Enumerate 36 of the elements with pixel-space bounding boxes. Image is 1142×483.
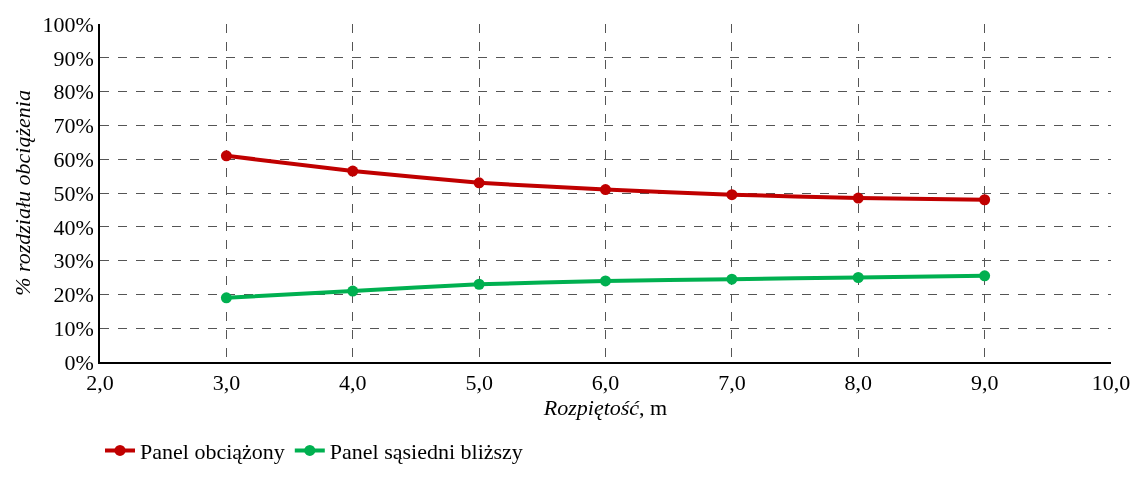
x-tick-label: 10,0	[1091, 370, 1131, 396]
y-tick-label: 90%	[53, 45, 94, 71]
x-tick-label: 7,0	[718, 370, 746, 396]
y-tick-label: 80%	[53, 79, 94, 105]
y-tick-label: 10%	[53, 315, 94, 341]
x-tick-label: 6,0	[591, 370, 620, 396]
x-tick-label: 3,0	[212, 370, 241, 396]
y-tick-label: 60%	[53, 146, 94, 172]
point	[852, 192, 864, 204]
y-tick-label: 100%	[42, 11, 94, 37]
y-tick-label: 50%	[53, 180, 94, 206]
y-axis-title: % rozdziału obciążenia	[9, 90, 35, 296]
legend-label: Panel obciążony	[140, 438, 285, 464]
point	[347, 285, 359, 297]
y-tick-label: 70%	[53, 113, 94, 139]
x-axis-title: Rozpiętość, m	[542, 395, 668, 421]
legend-label: Panel sąsiedni bliższy	[329, 438, 523, 464]
point	[979, 194, 991, 206]
point	[600, 184, 611, 196]
point	[220, 292, 232, 304]
point	[347, 165, 359, 177]
point	[473, 278, 485, 290]
point	[220, 150, 232, 162]
y-tick-label: 30%	[53, 248, 94, 274]
point	[726, 189, 738, 201]
y-tick-label: 20%	[53, 282, 94, 308]
point	[473, 177, 485, 189]
point	[979, 270, 991, 282]
y-tick-label: 40%	[53, 214, 94, 240]
x-tick-label: 9,0	[970, 370, 999, 396]
point	[600, 275, 611, 287]
x-tick-label: 8,0	[844, 370, 872, 396]
point	[726, 273, 738, 285]
x-tick-label: 4,0	[339, 370, 367, 396]
x-tick-label: 5,0	[465, 370, 493, 396]
point	[852, 272, 864, 283]
